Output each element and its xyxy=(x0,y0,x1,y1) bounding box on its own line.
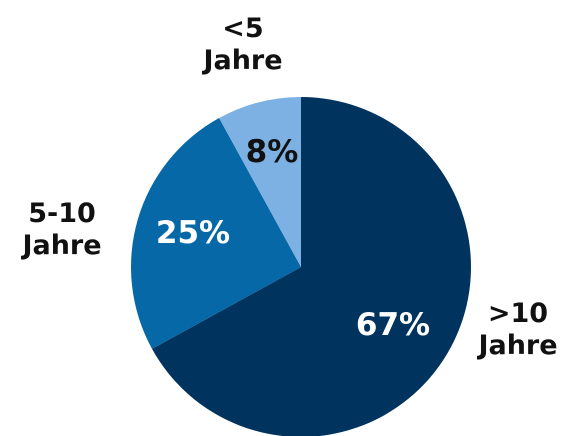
category-label: >10 Jahre xyxy=(478,298,558,361)
value-label: 25% xyxy=(155,215,231,251)
pie-slice xyxy=(152,97,471,436)
category-label: 5-10 Jahre xyxy=(22,198,102,261)
value-label: 67% xyxy=(355,307,431,343)
value-label: 8% xyxy=(245,134,299,170)
category-label: <5 Jahre xyxy=(203,13,283,76)
pie-slice xyxy=(219,97,301,267)
pie-slice xyxy=(130,118,301,349)
